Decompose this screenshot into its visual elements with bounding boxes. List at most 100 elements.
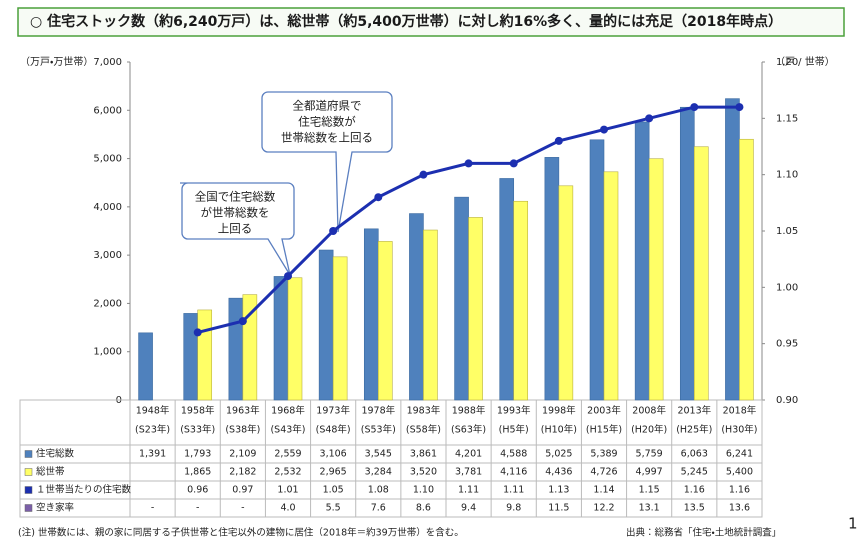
- annotation: 世帯総数を上回る: [281, 131, 373, 145]
- x-tick-label: 1993年: [497, 405, 531, 417]
- table-value: 2,532: [274, 467, 301, 478]
- table-value: 13.6: [729, 503, 750, 514]
- footnote: (注) 世帯数には、親の家に同居する子供世帯と住宅以外の建物に居住（2018年＝…: [18, 527, 464, 539]
- bar: [183, 313, 199, 401]
- x-tick-label: (S48年): [316, 424, 351, 436]
- table-value: -: [151, 503, 154, 514]
- line-marker: [464, 159, 473, 168]
- table-value: 6,063: [681, 449, 708, 460]
- table-value: 0.97: [232, 485, 253, 496]
- line-marker: [193, 328, 202, 337]
- table-value: 4,201: [455, 449, 482, 460]
- x-tick-label: (H30年): [721, 424, 757, 436]
- x-tick-label: 1973年: [316, 405, 350, 417]
- table-value: 2,965: [320, 467, 347, 478]
- table-value: 3,520: [410, 467, 437, 478]
- table-value: 5,025: [545, 449, 572, 460]
- legend-label: １世帯当たりの住宅数: [36, 484, 132, 496]
- table-value: 1,391: [139, 449, 166, 460]
- bar: [454, 196, 469, 401]
- bar: [138, 332, 153, 401]
- line-marker: [600, 125, 608, 134]
- callout: 全国で住宅総数 が世帯総数を 上回る: [180, 182, 295, 276]
- bar: [679, 106, 695, 401]
- legend-label: 空き家率: [36, 502, 74, 514]
- y-tick-label: 6,000: [93, 105, 122, 116]
- table-value: 3,861: [410, 449, 437, 460]
- bar: [648, 158, 664, 401]
- table-value: 3,781: [455, 467, 482, 478]
- table-value: 13.1: [639, 503, 660, 514]
- y-tick-label: 4,000: [93, 202, 122, 213]
- x-tick-label: 2013年: [677, 405, 711, 417]
- table-value: 2,559: [274, 449, 301, 460]
- x-tick-label: (H25年): [676, 424, 712, 436]
- source: 出典：総務省「住宅・土地統計調査」: [626, 527, 781, 539]
- bar: [318, 249, 334, 401]
- page-number: 1: [848, 515, 858, 533]
- table-value: 1.08: [368, 485, 389, 496]
- x-tick-label: (S58年): [406, 424, 441, 436]
- table-value: 5,759: [636, 449, 663, 460]
- y2-axis-label: （戸 / 世帯）: [775, 55, 835, 68]
- x-tick-label: 1998年: [542, 405, 576, 417]
- y2-tick-label: 1.15: [776, 113, 798, 124]
- legend-label: 住宅総数: [36, 448, 75, 460]
- line-marker: [329, 227, 338, 235]
- table-value: 2,182: [229, 467, 256, 478]
- table-value: 13.5: [684, 503, 705, 514]
- table-value: 6,241: [726, 449, 753, 460]
- bar: [634, 121, 650, 401]
- y-tick-label: 5,000: [93, 154, 122, 165]
- bar: [363, 228, 379, 401]
- x-tick-label: 2018年: [723, 405, 757, 417]
- x-tick-label: (H10年): [541, 424, 577, 436]
- table-value: 4,116: [500, 467, 527, 478]
- x-tick-label: 1988年: [452, 405, 486, 417]
- line-marker: [374, 193, 383, 202]
- bar: [513, 200, 529, 401]
- y-tick-label: 3,000: [93, 250, 122, 261]
- legend-label: 総世帯: [36, 466, 65, 478]
- x-tick-label: 2003年: [587, 405, 621, 417]
- bar: [287, 277, 303, 401]
- x-tick-label: (S43年): [270, 424, 305, 436]
- annotation: が世帯総数を: [201, 206, 270, 220]
- line-marker: [645, 114, 654, 123]
- line-marker: [284, 272, 292, 281]
- bar: [693, 146, 709, 401]
- table-value: 11.5: [548, 503, 569, 514]
- table-value: -: [241, 503, 244, 514]
- table-value: 1.11: [503, 485, 524, 496]
- x-tick-label: (S33年): [180, 424, 215, 436]
- table-value: 4.0: [280, 503, 295, 514]
- x-tick-label: 1948年: [136, 405, 170, 417]
- y2-tick-label: 0.95: [776, 339, 798, 350]
- table-value: 1.10: [413, 485, 434, 496]
- table-value: -: [196, 503, 199, 514]
- bar: [273, 276, 289, 401]
- x-tick-label: 1958年: [181, 405, 215, 417]
- table-value: 1,793: [184, 449, 211, 460]
- legend-swatch: [24, 486, 33, 494]
- bar: [544, 157, 560, 401]
- bar: [377, 241, 393, 401]
- y2-tick-label: 0.90: [776, 395, 798, 406]
- y2-tick-label: 1.05: [776, 226, 798, 237]
- x-tick-label: (H15年): [586, 424, 622, 436]
- table-value: 4,436: [545, 467, 572, 478]
- y2-tick-label: 1.10: [776, 170, 798, 181]
- table-value: 5,400: [726, 467, 753, 478]
- bar: [332, 256, 348, 401]
- x-tick-label: (S63年): [451, 424, 486, 436]
- table-value: 1.14: [593, 485, 614, 496]
- annotation: 住宅総数が: [298, 115, 356, 129]
- bar: [589, 139, 605, 401]
- table-value: 1.15: [639, 485, 660, 496]
- line-marker: [735, 103, 744, 112]
- table-value: 5,389: [590, 449, 617, 460]
- table-value: 1.16: [684, 485, 705, 496]
- line-marker: [419, 170, 428, 179]
- callout-box: [261, 91, 393, 233]
- chart-title: ○ 住宅ストック数（約6,240万戸）は、総世帯（約5,400万世帯）に対し約1…: [30, 13, 782, 30]
